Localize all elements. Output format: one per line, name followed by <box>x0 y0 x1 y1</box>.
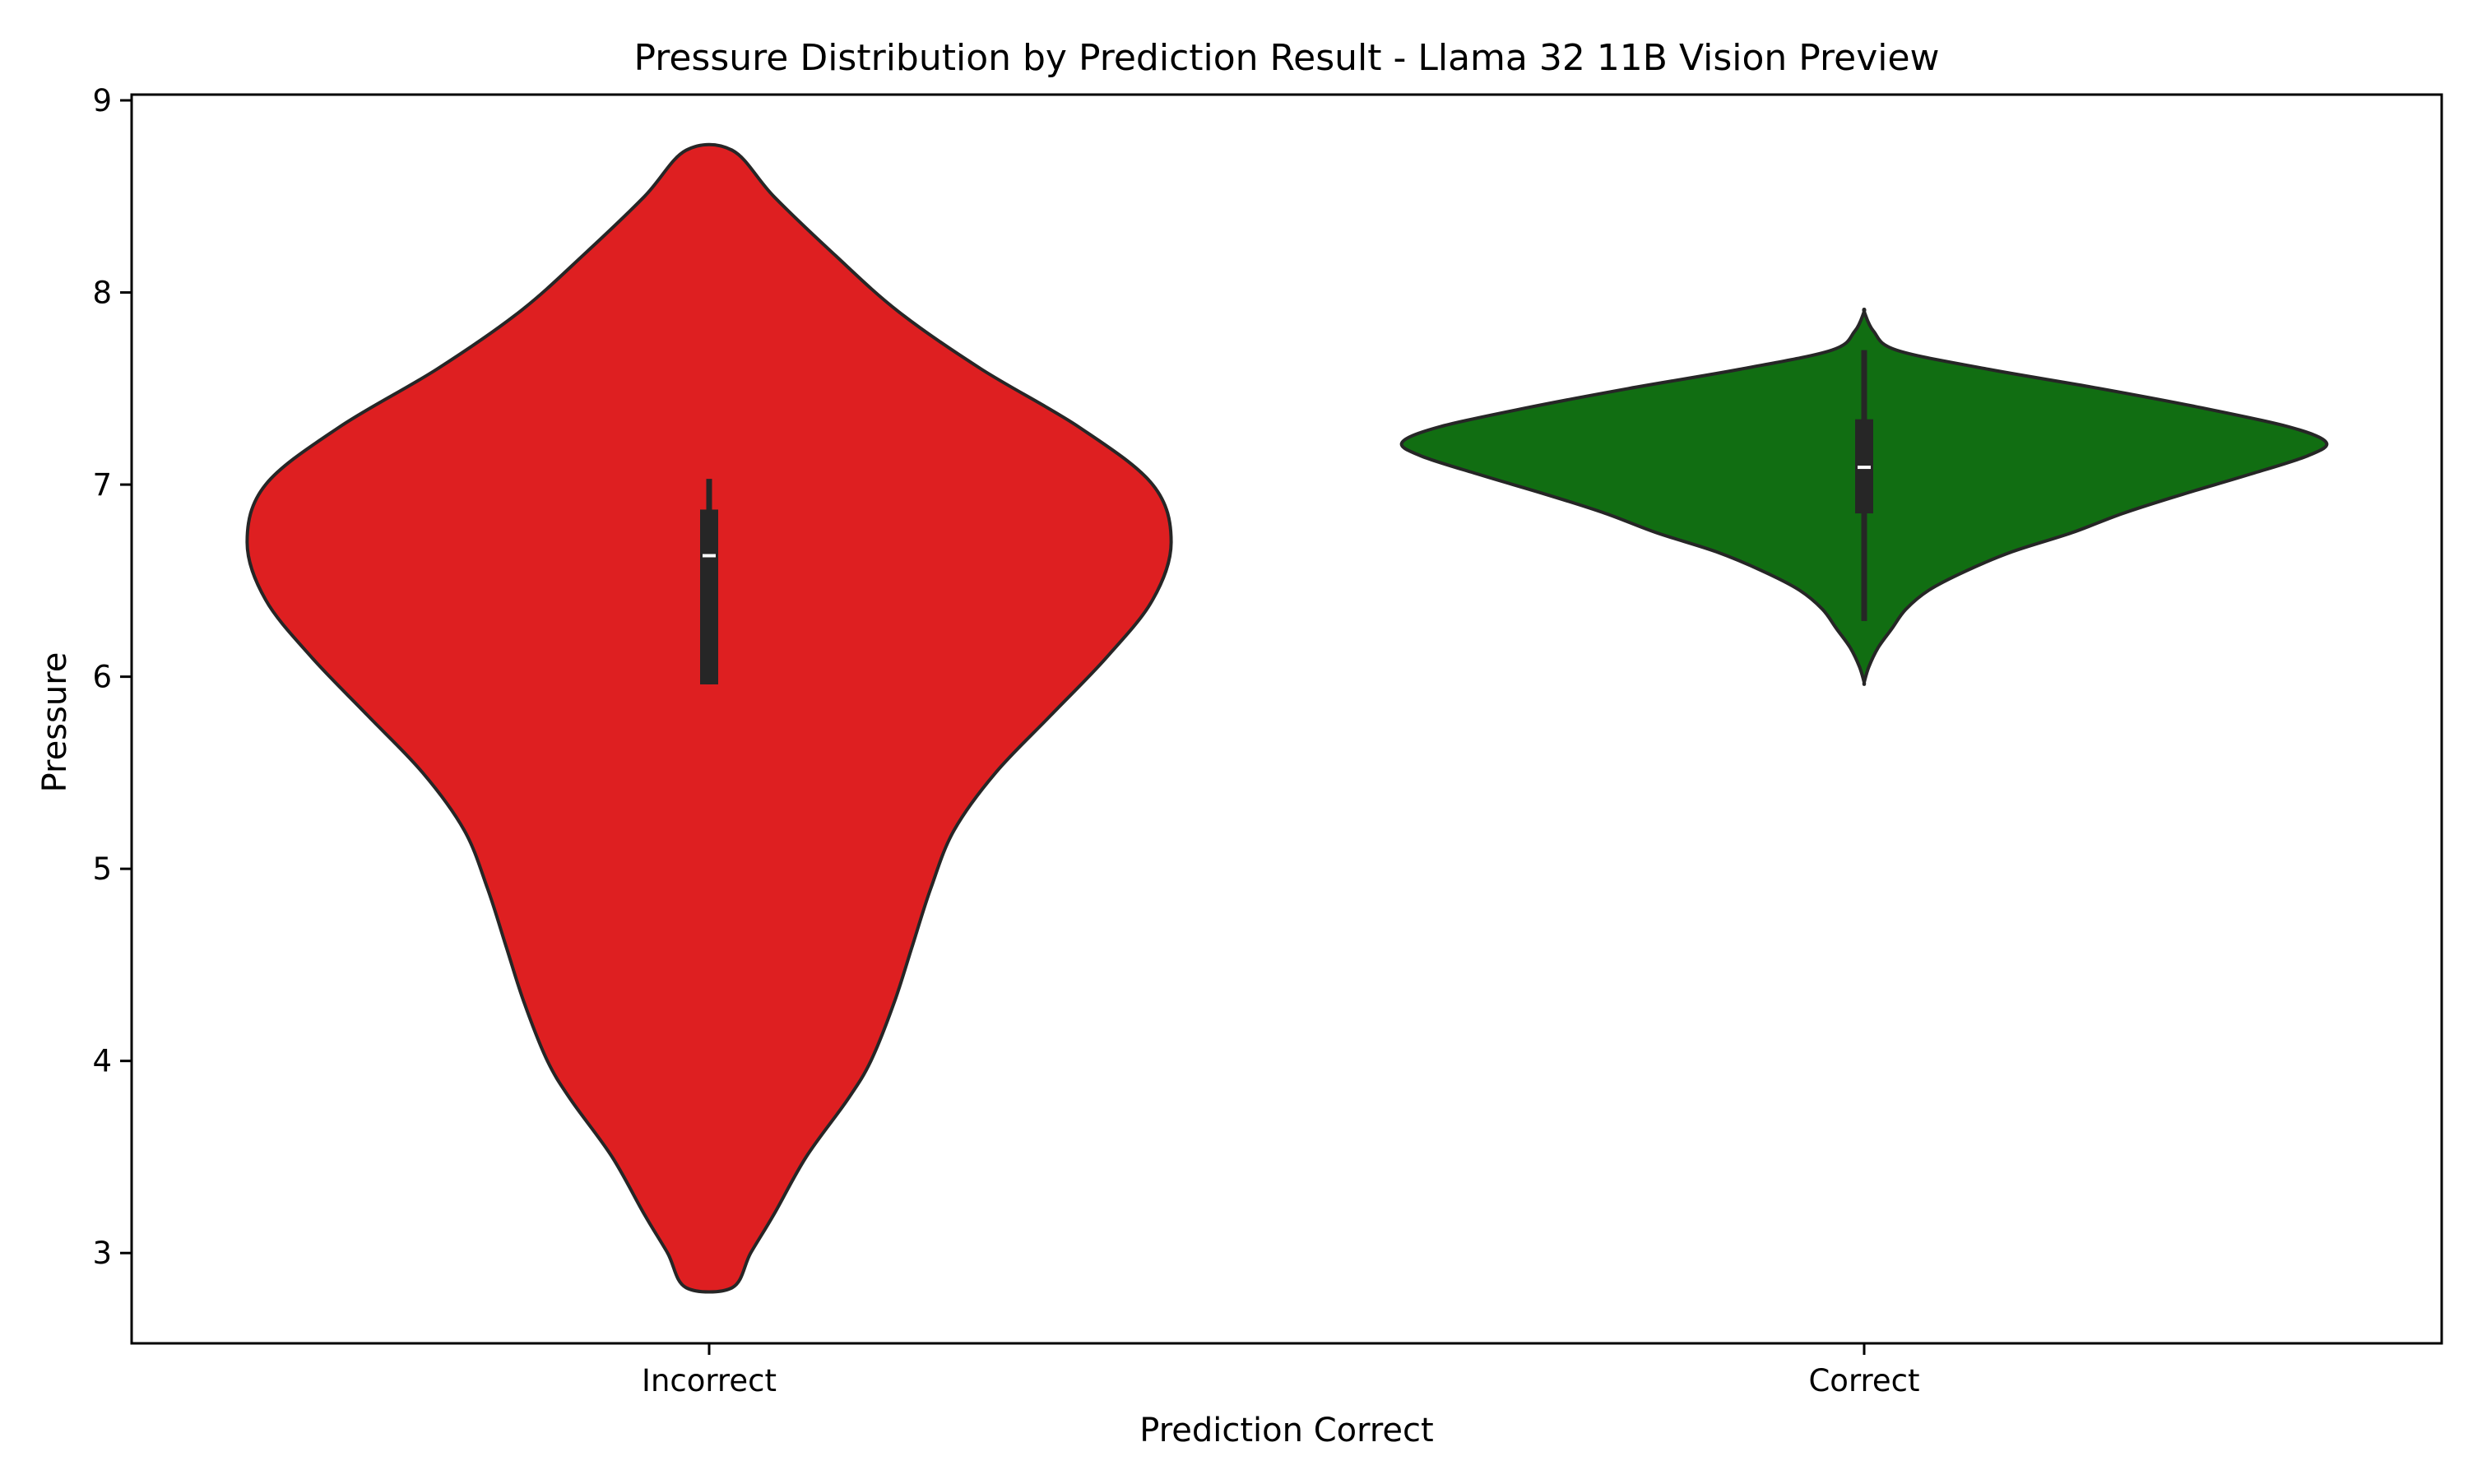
x-axis-label: Prediction Correct <box>1139 1412 1433 1449</box>
y-tick-label: 6 <box>92 660 112 695</box>
axes-layer: 3 4 5 6 7 8 9 Incorrect Correct <box>92 83 2443 1398</box>
plot-frame <box>130 93 2443 1345</box>
violins-layer <box>245 142 2329 1294</box>
y-tick-label: 9 <box>92 83 112 118</box>
violin-incorrect <box>245 142 1173 1294</box>
y-tick-label: 8 <box>92 276 112 311</box>
x-tick-label: Correct <box>1808 1363 1919 1398</box>
y-tick-label: 7 <box>92 467 112 503</box>
y-tick-label: 5 <box>92 851 112 887</box>
y-tick-label: 4 <box>92 1044 112 1079</box>
x-tick-label: Incorrect <box>642 1363 777 1398</box>
iqr-box-incorrect <box>700 509 718 684</box>
chart-title: Pressure Distribution by Prediction Resu… <box>633 37 1939 79</box>
y-axis-label: Pressure <box>36 652 74 793</box>
y-tick-label: 3 <box>92 1236 112 1271</box>
